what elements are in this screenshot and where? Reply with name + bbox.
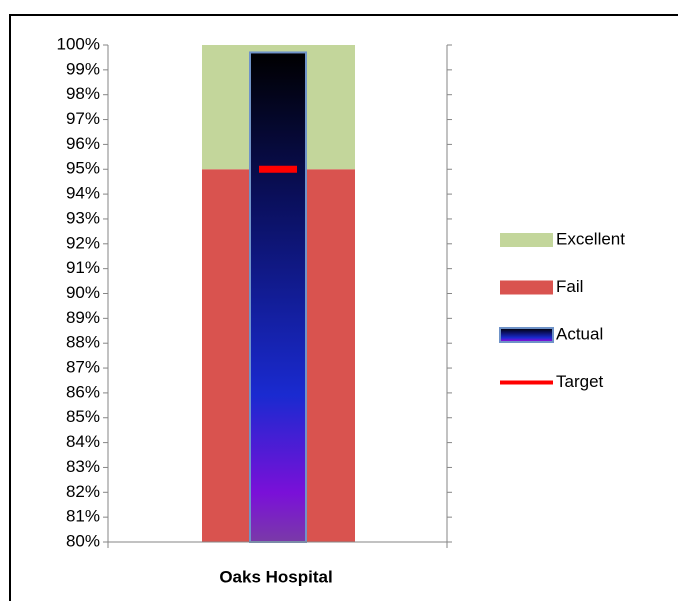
y-tick-label: 99% [66, 59, 100, 78]
legend-swatch [500, 233, 553, 247]
y-tick-label: 87% [66, 358, 100, 377]
y-tick-label: 80% [66, 531, 100, 550]
y-tick-label: 100% [57, 34, 100, 53]
y-tick-label: 88% [66, 333, 100, 352]
legend-label: Fail [556, 277, 583, 296]
y-tick-label: 93% [66, 208, 100, 227]
y-tick-label: 92% [66, 233, 100, 252]
y-tick-label: 97% [66, 109, 100, 128]
y-tick-label: 96% [66, 134, 100, 153]
y-tick-label: 89% [66, 308, 100, 327]
y-tick-label: 90% [66, 283, 100, 302]
y-tick-label: 86% [66, 382, 100, 401]
y-tick-label: 83% [66, 457, 100, 476]
y-tick-label: 85% [66, 407, 100, 426]
y-tick-label: 84% [66, 432, 100, 451]
x-tick-label: Oaks Hospital [219, 567, 332, 586]
y-tick-label: 98% [66, 84, 100, 103]
y-tick-label: 81% [66, 507, 100, 526]
y-tick-label: 94% [66, 184, 100, 203]
legend-swatch [500, 280, 553, 295]
y-tick-label: 82% [66, 482, 100, 501]
legend-label: Actual [556, 324, 603, 343]
actual-bar [249, 51, 307, 544]
legend-swatch [499, 327, 554, 343]
y-tick-label: 95% [66, 159, 100, 178]
y-tick-label: 91% [66, 258, 100, 277]
legend-label: Excellent [556, 229, 625, 248]
legend-label: Target [556, 372, 604, 391]
chart-border [9, 14, 678, 601]
